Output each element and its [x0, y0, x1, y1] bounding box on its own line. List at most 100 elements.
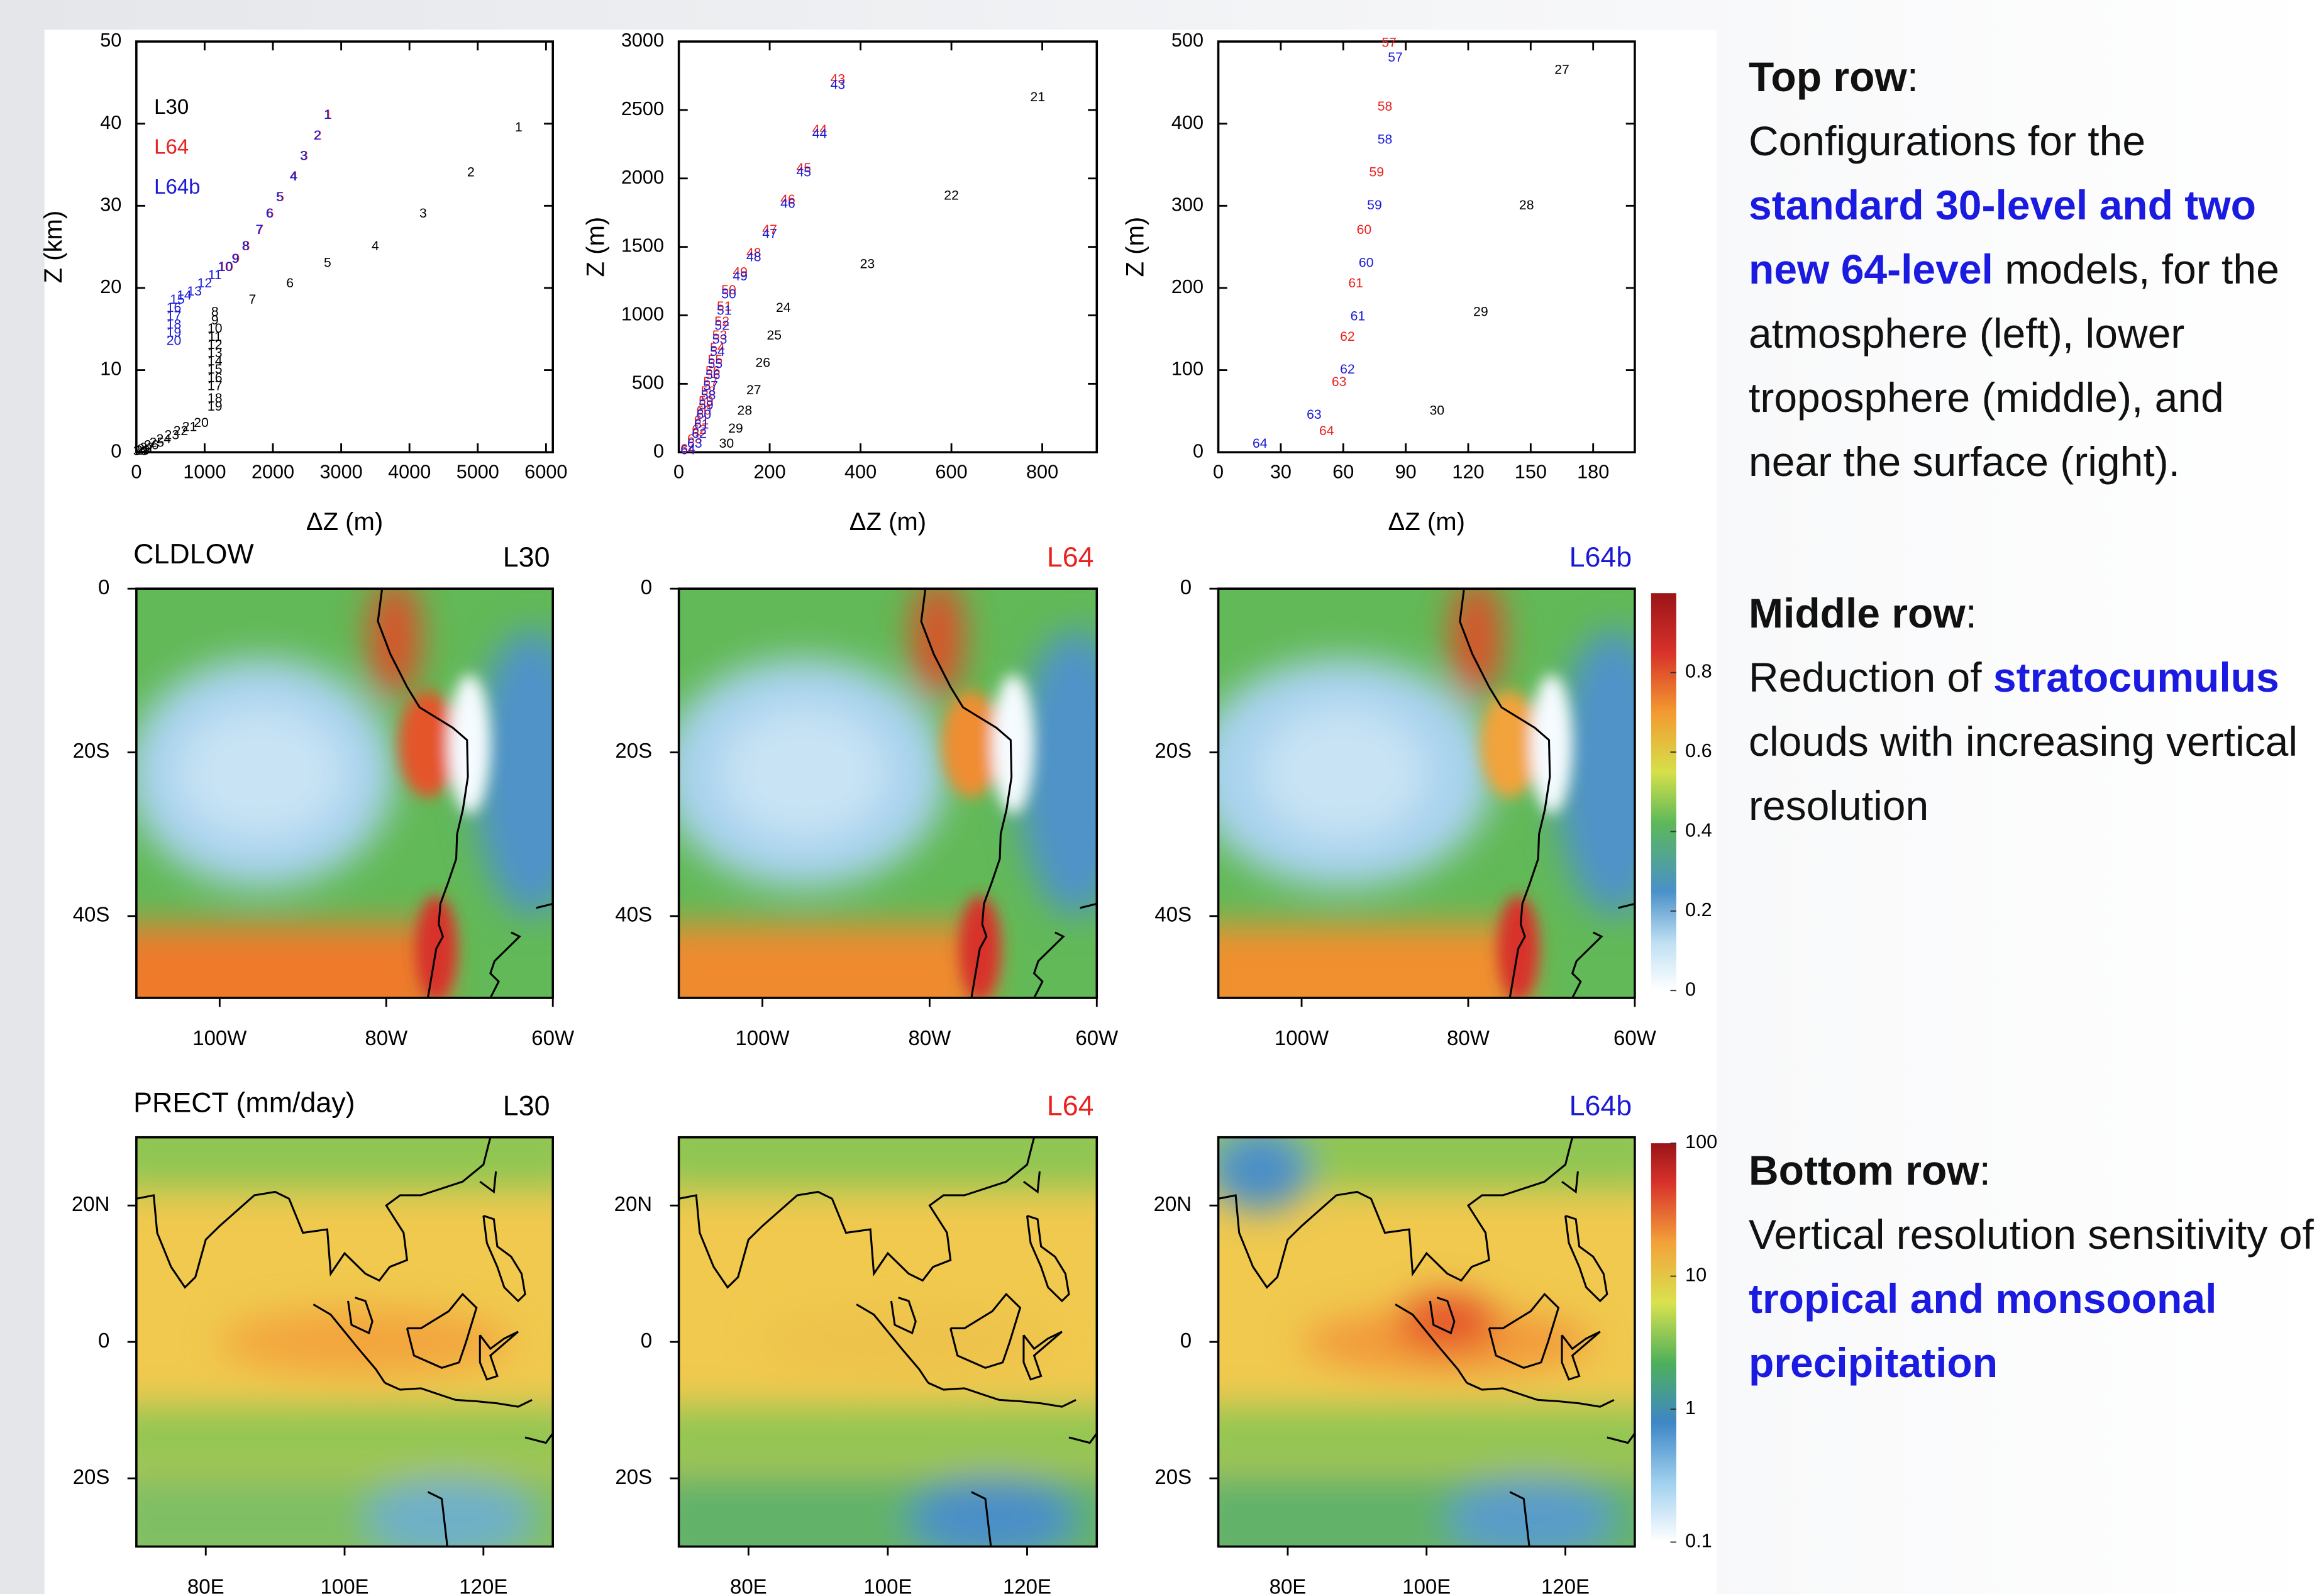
point-label: 6	[286, 276, 294, 291]
colorbar-label: 0.6	[1685, 740, 1712, 761]
y-tick-label: 500	[632, 372, 664, 393]
x-tick-label: 30	[1270, 461, 1292, 482]
x-tick-label: 150	[1515, 461, 1547, 482]
x-tick-label: 80E	[187, 1575, 224, 1594]
y-axis-label: Z (m)	[582, 217, 610, 277]
note-middle: Middle row: Reduction of stratocumulus cl…	[1749, 581, 2315, 838]
note-text: Reduction of	[1749, 654, 1993, 700]
note-text: Top row	[1749, 53, 1907, 100]
y-tick-label: 200	[1171, 276, 1204, 297]
field-blob	[370, 577, 419, 699]
point-label: 64	[1319, 424, 1334, 438]
point-label: 47	[762, 227, 777, 241]
x-tick-label: 100W	[192, 1026, 247, 1049]
colorbar-label: 0.1	[1685, 1530, 1712, 1552]
point-label: 20	[167, 333, 182, 348]
point-label: 2	[467, 165, 475, 180]
run-label: L64	[1047, 541, 1094, 573]
run-label: L30	[503, 1090, 550, 1121]
y-tick-label: 40S	[1154, 903, 1192, 926]
x-tick-label: 5000	[456, 461, 499, 482]
point-label: 23	[860, 257, 875, 272]
field-blob	[1260, 707, 1427, 838]
y-tick-label: 20S	[73, 739, 110, 762]
point-label: 28	[738, 404, 753, 418]
y-tick-label: 1000	[621, 304, 664, 325]
note-text: clouds with increasing vertical resoluti…	[1749, 718, 2298, 829]
point-label: 60	[1359, 255, 1374, 270]
point-label: 51	[717, 304, 732, 318]
y-tick-label: 0	[1193, 440, 1204, 462]
point-label: 27	[746, 383, 761, 397]
field-blob	[1481, 691, 1539, 797]
x-tick-label: 60W	[1613, 1026, 1657, 1049]
note-text: :	[1907, 53, 1918, 100]
y-tick-label: 1500	[621, 235, 664, 257]
x-tick-label: 60W	[531, 1026, 575, 1049]
y-tick-label: 20	[100, 276, 121, 297]
note-body: Reduction of stratocumulus clouds with i…	[1749, 645, 2315, 838]
point-label: 7	[249, 292, 257, 307]
field-blob	[449, 675, 490, 814]
x-tick-label: 100W	[1275, 1026, 1329, 1049]
legend-entry: L30	[154, 95, 189, 118]
colorbar-label: 0	[1685, 978, 1696, 1000]
point-label: 61	[1351, 309, 1366, 323]
x-tick-label: 600	[936, 461, 968, 482]
point-label: 46	[780, 197, 795, 211]
point-label: 44	[812, 127, 827, 141]
run-label: L64b	[1569, 541, 1632, 573]
colorbar-label: 10	[1685, 1265, 1707, 1286]
point-label: 63	[1307, 407, 1322, 422]
y-tick-label: 0	[98, 575, 109, 599]
y-tick-label: 0	[111, 440, 121, 462]
legend-entry: L64	[154, 135, 189, 158]
point-label: 45	[796, 165, 811, 180]
point-label: 43	[831, 77, 846, 92]
y-tick-label: 40	[100, 112, 121, 133]
y-tick-label: 20S	[1154, 739, 1192, 762]
point-label: 19	[208, 399, 223, 414]
note-bottom: Bottom row:Vertical resolution sensitivi…	[1749, 1138, 2315, 1395]
colorbar-label: 100	[1685, 1131, 1717, 1153]
point-label: 61	[1348, 276, 1363, 291]
field-blob	[763, 1309, 1055, 1375]
x-axis-label: ΔZ (m)	[849, 508, 926, 536]
note-top: Top row: Configurations for the standard …	[1749, 45, 2315, 494]
point-label: 5	[276, 190, 284, 204]
note-text: Middle row	[1749, 590, 1966, 636]
x-tick-label: 800	[1026, 461, 1058, 482]
x-axis-label: ΔZ (m)	[1388, 508, 1465, 536]
map-field	[649, 577, 1134, 1047]
field-blob	[992, 675, 1034, 814]
note-text: :	[1966, 590, 1977, 636]
x-tick-label: 80E	[730, 1575, 767, 1594]
note-text: Bottom row	[1749, 1147, 1979, 1193]
field-blob	[1530, 675, 1572, 814]
run-label: L30	[503, 541, 550, 573]
y-tick-label: 20S	[615, 739, 652, 762]
y-tick-label: 40S	[615, 903, 652, 926]
point-label: 6	[266, 206, 274, 221]
x-tick-label: 2000	[252, 461, 294, 482]
y-tick-label: 30	[100, 194, 121, 215]
page: 010002000300040005000600001020304050ΔZ (…	[0, 0, 2324, 1594]
panel-title: PRECT (mm/day)	[133, 1087, 355, 1119]
point-label: 26	[755, 355, 770, 370]
point-label: 4	[290, 169, 297, 184]
note-text: stratocumulus	[1993, 654, 2279, 700]
panel-title: CLDLOW	[133, 538, 254, 570]
x-tick-label: 0	[673, 461, 684, 482]
point-label: 30	[133, 444, 148, 458]
note-body: Configurations for the standard 30-level…	[1749, 109, 2315, 494]
x-tick-label: 120E	[1003, 1575, 1051, 1594]
point-label: 8	[242, 239, 250, 253]
point-label: 5	[324, 255, 331, 270]
point-label: 48	[746, 250, 761, 265]
point-label: 3	[300, 149, 307, 163]
point-label: 29	[728, 421, 743, 436]
x-tick-label: 90	[1395, 461, 1417, 482]
point-label: 59	[1367, 198, 1382, 213]
y-tick-label: 50	[100, 30, 121, 51]
field-blob	[649, 1407, 1126, 1464]
